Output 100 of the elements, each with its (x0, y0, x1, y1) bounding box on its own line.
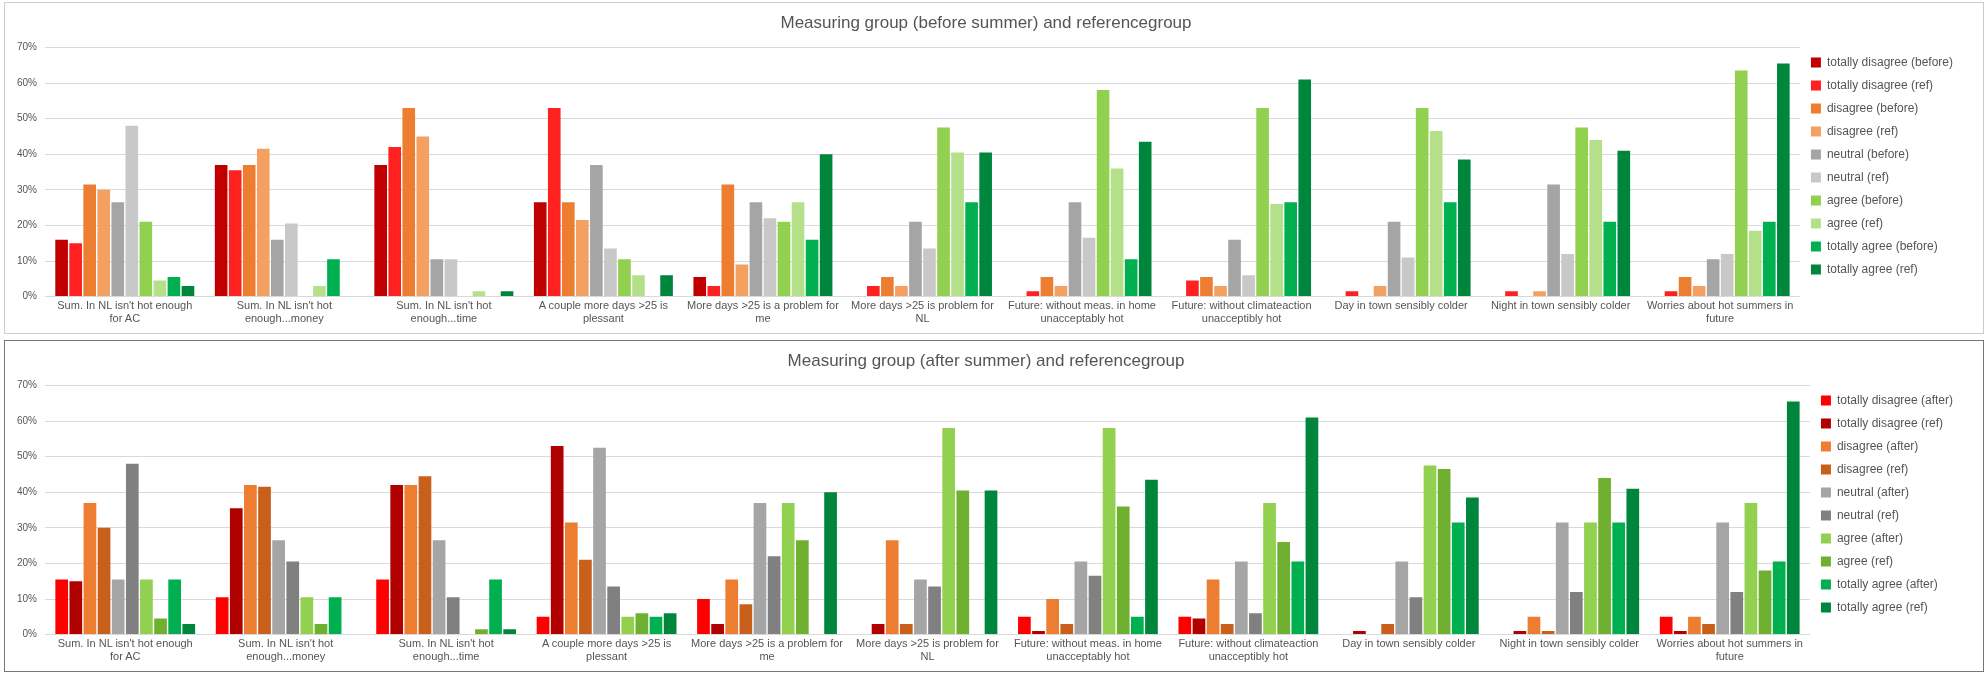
x-tick-label: Night in town sensibly colder (1499, 637, 1640, 650)
bar (1734, 70, 1748, 297)
bar (55, 239, 68, 297)
x-tick-label: Future: without climateaction unacceptibly hot (1171, 299, 1312, 325)
bar (69, 243, 82, 297)
bar (1345, 291, 1359, 297)
y-tick-label: 70% (17, 379, 38, 391)
x-tick-label: Night in town sensibly colder (1490, 299, 1631, 312)
bar (979, 152, 992, 297)
bar (125, 125, 139, 297)
x-tick-label: Day in town sensibly colder (1334, 299, 1469, 312)
legend-label: neutral (after) (1836, 484, 1909, 499)
bar (547, 107, 561, 297)
bar (1096, 90, 1110, 297)
bar (805, 239, 819, 297)
bar (1603, 221, 1617, 297)
bar (374, 164, 387, 297)
bar (1242, 275, 1255, 297)
x-tick-label: A couple more days >25 is plessant (541, 637, 672, 663)
x-tick-label: Future: without climateaction unacceptibly hot (1178, 637, 1319, 663)
bar (928, 586, 941, 635)
x-tick-label: Future: without meas. in home unacceptably hot (1013, 637, 1162, 663)
bar (1116, 506, 1130, 635)
bar (895, 285, 908, 297)
bar (618, 259, 631, 297)
bar (885, 540, 899, 635)
bar (444, 259, 458, 297)
bar (725, 579, 739, 635)
bar (1541, 631, 1555, 635)
bar (767, 556, 781, 635)
bar (1305, 417, 1319, 635)
bar (1569, 591, 1583, 635)
x-tick-label: More days >25 is problem for NL (856, 637, 1000, 663)
bar (1744, 502, 1758, 635)
bar (229, 508, 243, 635)
bar (1110, 168, 1124, 297)
bar (1786, 401, 1800, 635)
bar (697, 599, 710, 635)
bar (503, 629, 517, 635)
bar (1758, 570, 1772, 635)
bar (533, 202, 547, 297)
bar (781, 502, 795, 635)
bar (1584, 522, 1597, 635)
bar (1291, 561, 1305, 635)
bar (83, 502, 97, 635)
legend-label: neutral (ref) (1826, 169, 1889, 184)
y-tick-label: 70% (17, 41, 38, 53)
bar (536, 616, 550, 635)
bar (1533, 291, 1546, 297)
bar (1598, 477, 1611, 635)
x-tick-label: Future: without meas. in home unacceptably hot (1008, 299, 1156, 325)
bar (867, 285, 880, 297)
bar (1437, 469, 1451, 635)
x-tick-label: Sum. In NL isn't hot enough...time (396, 299, 492, 325)
bar (1284, 202, 1298, 297)
bar (1178, 616, 1192, 635)
bar (1575, 127, 1589, 297)
legend-label: agree (ref) (1826, 215, 1883, 230)
y-tick-label: 50% (17, 112, 38, 124)
x-tick-label: Sum. In NL isn't hot enough for AC (57, 637, 193, 663)
bar (1040, 277, 1054, 297)
bar (1395, 561, 1409, 635)
bar (1263, 502, 1276, 635)
bar (430, 259, 444, 297)
bar (1200, 277, 1213, 297)
bar (1277, 542, 1291, 635)
legend-label: totally disagree (ref) (1826, 77, 1933, 92)
bar (579, 559, 592, 635)
bar (1026, 291, 1040, 297)
bar (432, 540, 446, 635)
bar (753, 502, 767, 635)
bar (1762, 221, 1776, 297)
bar (1777, 63, 1790, 297)
bar (763, 218, 777, 297)
bar (1088, 575, 1102, 635)
bar (111, 202, 125, 297)
bar (181, 285, 195, 297)
x-tick-label: More days >25 is problem for NL (851, 299, 995, 325)
bar (168, 579, 182, 635)
bar (1443, 202, 1457, 297)
x-tick-label: More days >25 is a problem for me (686, 299, 840, 325)
bar (663, 613, 677, 635)
bar (1688, 616, 1701, 635)
bar (1234, 561, 1248, 635)
bar (635, 613, 649, 635)
bar (1145, 479, 1158, 635)
bar (1513, 631, 1527, 635)
bar (1256, 107, 1269, 297)
bar (111, 579, 125, 635)
y-tick-label: 50% (17, 450, 38, 462)
bar (1032, 631, 1045, 635)
x-tick-label: A couple more days >25 is plessant (538, 299, 669, 325)
y-tick-label: 20% (17, 219, 38, 231)
bar (258, 486, 271, 635)
bar (1381, 623, 1394, 635)
bar (1664, 291, 1678, 297)
bar (1678, 277, 1692, 297)
bar (1373, 285, 1387, 297)
bar (286, 561, 300, 635)
bar (795, 540, 809, 635)
